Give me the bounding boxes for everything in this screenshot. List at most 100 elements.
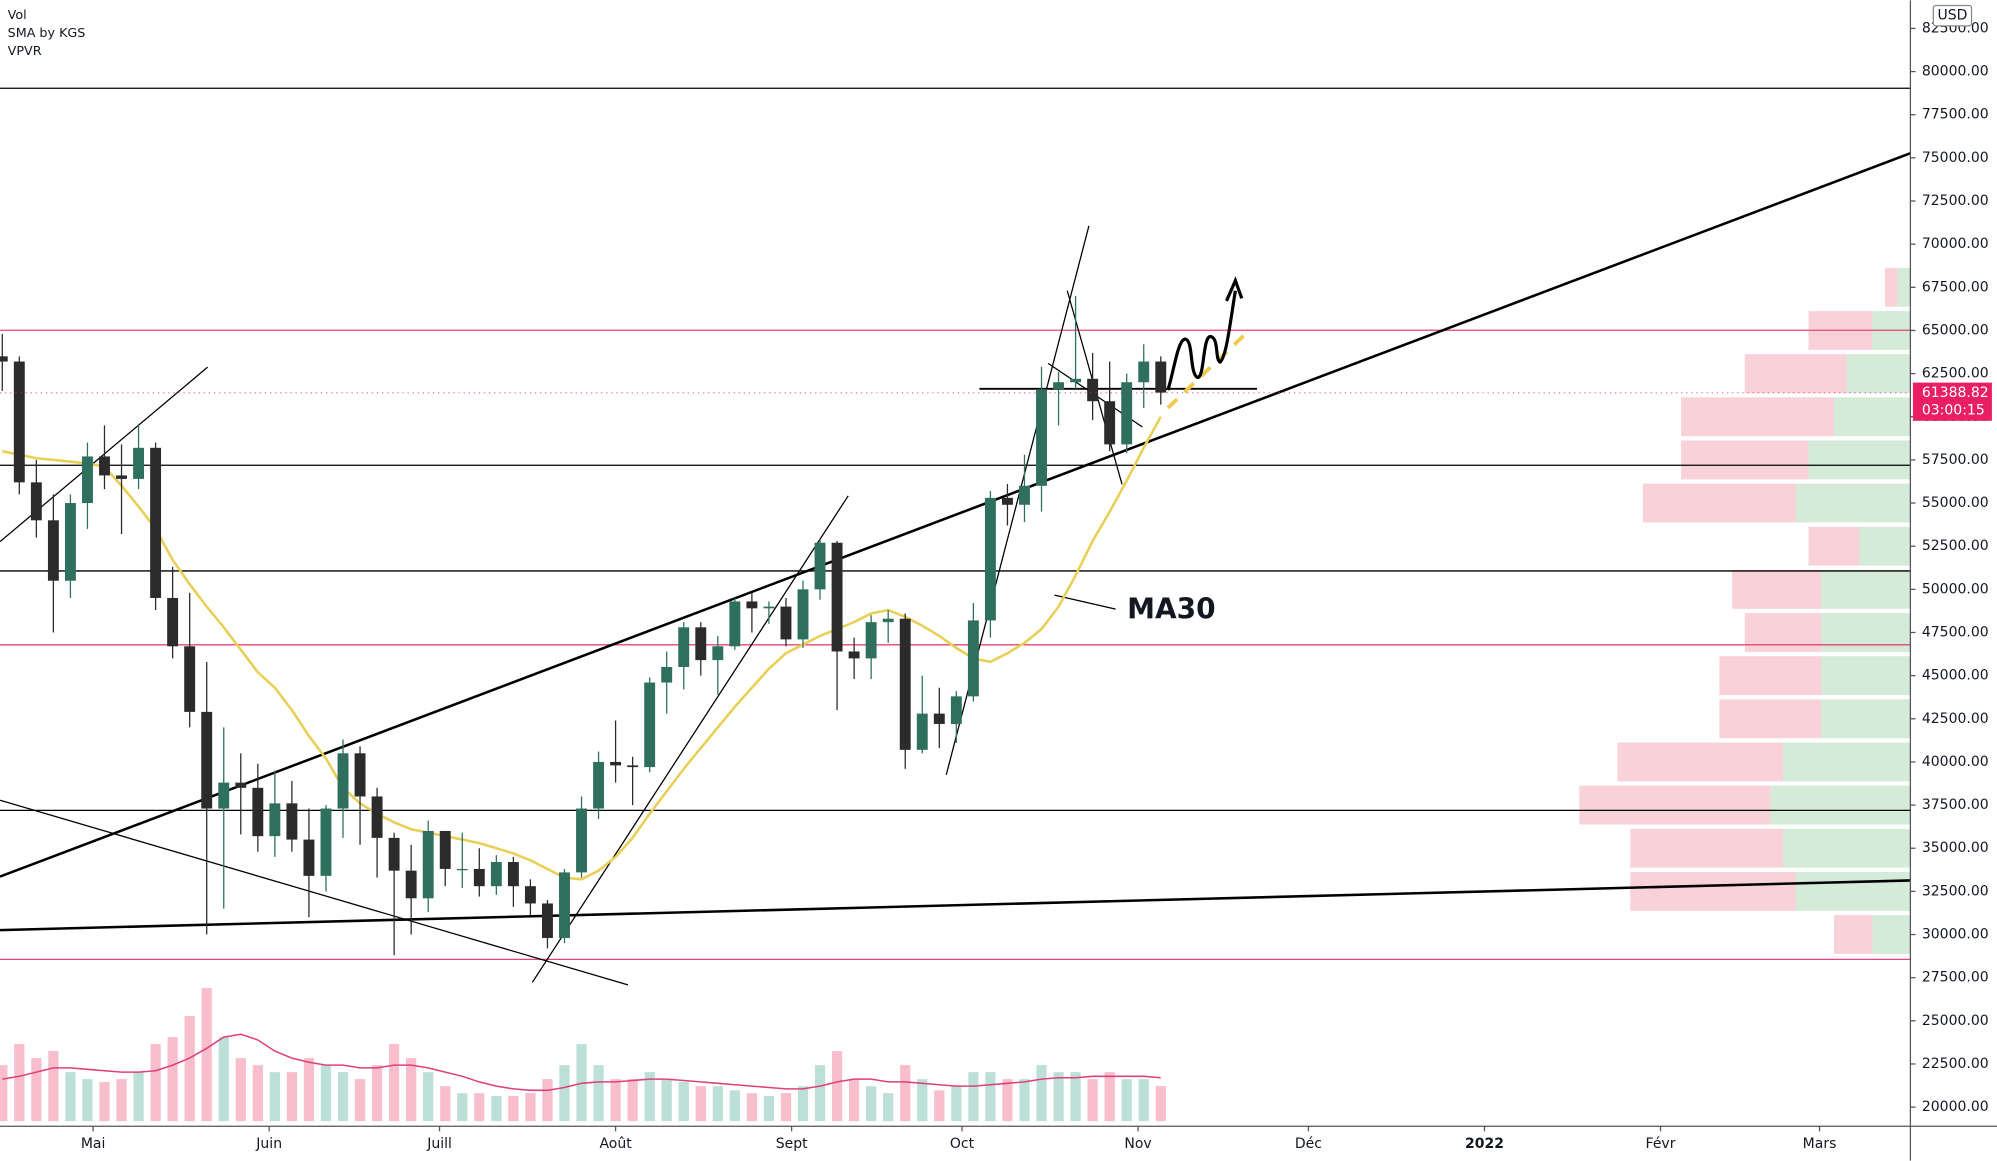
y-tick-label: 25000.00	[1922, 1013, 1989, 1029]
candle-body	[320, 808, 332, 876]
currency[interactable]: USD	[1937, 8, 1967, 24]
candle-body	[559, 872, 570, 938]
legend-item: SMA by KGS	[8, 26, 86, 41]
y-tick-label: 65000.00	[1922, 322, 1989, 338]
volume-bar	[780, 1093, 792, 1122]
volume-bar	[985, 1072, 996, 1122]
y-tick-label: 55000.00	[1922, 495, 1989, 511]
volume-bar	[1104, 1072, 1115, 1122]
ma-line	[2, 416, 1162, 881]
x-tick-label: Mars	[1803, 1136, 1837, 1152]
volume-bar	[712, 1086, 723, 1122]
last-price-label: 61388.82	[1922, 385, 1989, 401]
volume-bar	[951, 1086, 962, 1122]
profile-down	[1642, 483, 1796, 523]
volume-bar	[337, 1072, 349, 1122]
profile-down	[1884, 267, 1898, 307]
volume-bar	[235, 1058, 246, 1122]
projection	[1166, 327, 1252, 410]
x-tick-label: Févr	[1646, 1136, 1676, 1152]
volume-bar	[14, 1044, 25, 1122]
candle-body	[184, 646, 196, 712]
profile-up	[1783, 742, 1911, 782]
candle-body	[1019, 485, 1030, 505]
volume-bar	[797, 1086, 809, 1122]
y-tick-label: 47500.00	[1922, 624, 1989, 640]
candle-body	[269, 803, 281, 837]
y-tick-label: 52500.00	[1922, 538, 1989, 554]
currency-box[interactable]	[1932, 4, 1973, 27]
profile-down	[1617, 742, 1784, 782]
profile-up	[1770, 785, 1911, 825]
y-tick-label: 57500.00	[1922, 452, 1989, 468]
volume-bar	[406, 1058, 417, 1122]
projection-arrow	[1166, 276, 1244, 391]
volume-bar	[610, 1079, 621, 1122]
drawings	[0, 87, 1911, 986]
volume-bar	[116, 1079, 127, 1122]
x-tick-label: Août	[599, 1136, 632, 1152]
candle-body	[814, 542, 826, 590]
volume-bar	[99, 1081, 110, 1122]
volume-bar	[900, 1065, 911, 1122]
y-tick-label: 22500.00	[1922, 1056, 1989, 1072]
candle-body	[388, 837, 400, 871]
trend-line	[0, 152, 1911, 878]
x-tick-label: Juin	[255, 1136, 282, 1152]
y-tick-label: 30000.00	[1922, 927, 1989, 943]
candle-body	[899, 618, 911, 750]
y-tick-label: 42500.00	[1922, 711, 1989, 727]
volume-bar	[542, 1079, 553, 1122]
y-tick-label: 20000.00	[1922, 1099, 1989, 1115]
volume-bar	[286, 1072, 298, 1122]
candle-body	[780, 606, 792, 640]
volume-pane	[0, 988, 1166, 1122]
legend: Vol SMA by KGS VPVR	[8, 8, 86, 59]
countdown: 03:00:15	[1922, 403, 1985, 419]
profile-down	[1833, 915, 1873, 954]
profile-down	[1719, 699, 1822, 739]
candle-body	[235, 782, 247, 788]
trend-line	[0, 799, 629, 986]
x-tick-label: Mai	[81, 1136, 106, 1152]
candle-body	[252, 787, 264, 837]
volume-bar	[48, 1051, 59, 1122]
candle-body	[439, 830, 451, 869]
candle-body	[576, 808, 587, 873]
y-tick-label: 72500.00	[1922, 193, 1989, 209]
candle-body	[593, 761, 605, 809]
profile-up	[1846, 354, 1911, 394]
x-tick-label: Oct	[950, 1136, 975, 1152]
candle-body	[30, 482, 42, 521]
profile-down	[1630, 871, 1796, 911]
x-tick-label: Sept	[776, 1136, 808, 1152]
candle-body	[1036, 389, 1047, 486]
profile-up	[1897, 267, 1911, 307]
annotation: MA30	[1127, 592, 1215, 625]
volume-bar	[746, 1093, 758, 1122]
profile-down	[1744, 354, 1847, 394]
y-tick-label: 27500.00	[1922, 970, 1989, 986]
candle-body	[1138, 361, 1150, 383]
candle-body	[627, 765, 639, 768]
candle-body	[882, 618, 894, 623]
profile-down	[1732, 569, 1822, 609]
volume-bar	[729, 1090, 740, 1122]
y-tick-label: 75000.00	[1922, 150, 1989, 166]
y-tick-label: 40000.00	[1922, 754, 1989, 770]
candle-body	[337, 753, 349, 809]
candle-body	[1001, 497, 1013, 505]
volume-bar	[883, 1093, 894, 1122]
candle-body	[354, 753, 366, 797]
volume-bar	[678, 1081, 689, 1122]
x-tick-label: Nov	[1124, 1136, 1151, 1152]
volume-bar	[661, 1079, 672, 1122]
profile-up	[1833, 397, 1911, 437]
candle-body	[150, 447, 162, 598]
volume-bar	[423, 1072, 434, 1122]
profile-up	[1872, 915, 1911, 954]
candle-body	[456, 868, 468, 871]
